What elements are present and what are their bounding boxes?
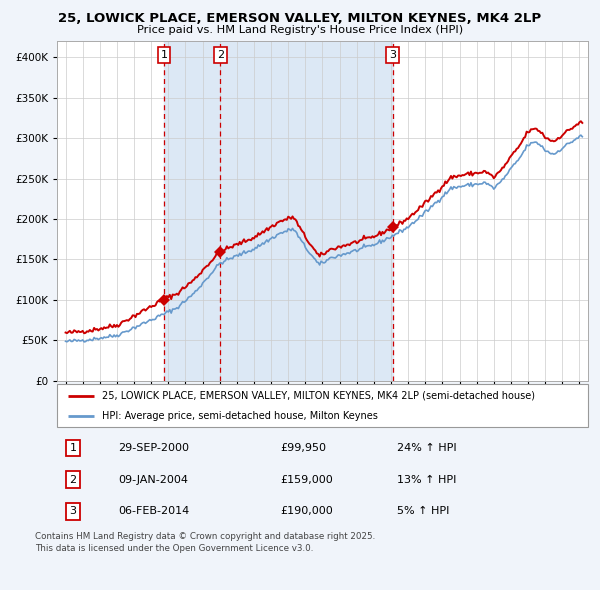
Text: 09-JAN-2004: 09-JAN-2004 [118,475,188,484]
Text: £99,950: £99,950 [280,443,326,453]
Text: 24% ↑ HPI: 24% ↑ HPI [397,443,457,453]
Text: 25, LOWICK PLACE, EMERSON VALLEY, MILTON KEYNES, MK4 2LP: 25, LOWICK PLACE, EMERSON VALLEY, MILTON… [58,12,542,25]
Text: £190,000: £190,000 [280,506,333,516]
Text: £159,000: £159,000 [280,475,333,484]
Text: 1: 1 [161,50,167,60]
Text: 5% ↑ HPI: 5% ↑ HPI [397,506,449,516]
Text: 29-SEP-2000: 29-SEP-2000 [118,443,189,453]
Text: Contains HM Land Registry data © Crown copyright and database right 2025.
This d: Contains HM Land Registry data © Crown c… [35,532,375,553]
Text: 3: 3 [70,506,76,516]
Text: 13% ↑ HPI: 13% ↑ HPI [397,475,456,484]
Text: Price paid vs. HM Land Registry's House Price Index (HPI): Price paid vs. HM Land Registry's House … [137,25,463,35]
FancyBboxPatch shape [57,384,588,427]
Text: 06-FEB-2014: 06-FEB-2014 [118,506,190,516]
Text: HPI: Average price, semi-detached house, Milton Keynes: HPI: Average price, semi-detached house,… [102,411,378,421]
Text: 3: 3 [389,50,396,60]
Text: 25, LOWICK PLACE, EMERSON VALLEY, MILTON KEYNES, MK4 2LP (semi-detached house): 25, LOWICK PLACE, EMERSON VALLEY, MILTON… [102,391,535,401]
Bar [220,41,393,381]
Bar [164,41,220,381]
Text: 2: 2 [217,50,224,60]
Text: 1: 1 [70,443,76,453]
Text: 2: 2 [70,475,76,484]
